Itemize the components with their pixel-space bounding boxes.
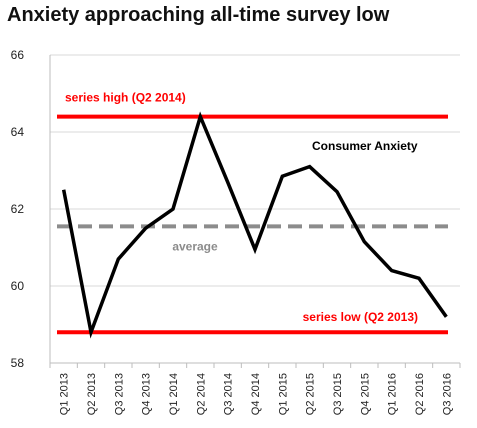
y-tick-label: 64 <box>11 125 25 139</box>
x-tick-label: Q4 2015 <box>359 373 371 415</box>
x-tick-label: Q2 2013 <box>86 373 98 415</box>
x-tick-label: Q2 2016 <box>414 373 426 415</box>
y-tick-label: 58 <box>11 356 25 370</box>
x-tick-label: Q4 2013 <box>141 373 153 415</box>
x-tick-label: Q3 2015 <box>332 373 344 415</box>
chart-labels: series high (Q2 2014) series low (Q2 2013… <box>65 91 418 325</box>
series-lines <box>61 111 448 339</box>
x-tick-label: Q3 2014 <box>223 373 235 415</box>
x-axis: Q1 2013 Q2 2013 Q3 2013 Q4 2013 Q1 2014 Q2 20… <box>49 362 461 415</box>
x-tick-label: Q1 2016 <box>387 373 399 415</box>
x-tick-label: Q2 2015 <box>305 373 317 415</box>
x-tick-label: Q3 2013 <box>113 373 125 415</box>
y-axis: 58 60 62 64 66 <box>11 48 51 370</box>
x-tick-label: Q1 2014 <box>168 373 180 415</box>
x-tick-label: Q3 2016 <box>441 373 453 415</box>
y-tick-label: 66 <box>11 48 25 62</box>
reference-line-label: series high (Q2 2014) <box>65 91 186 105</box>
gridlines <box>50 54 460 287</box>
series-line <box>61 111 448 339</box>
y-tick-label: 62 <box>11 202 25 216</box>
x-tick-label: Q1 2013 <box>59 373 71 415</box>
y-tick-label: 60 <box>11 279 25 293</box>
series-label: Consumer Anxiety <box>312 139 418 153</box>
reference-line-label: series low (Q2 2013) <box>303 310 418 324</box>
chart-title: Anxiety approaching all-time survey low <box>7 4 390 26</box>
x-tick-label: Q1 2015 <box>277 373 289 415</box>
x-tick-label: Q4 2014 <box>250 373 262 415</box>
x-tick-label: Q2 2014 <box>195 373 207 415</box>
reference-lines <box>57 114 448 335</box>
reference-line-label: average <box>172 239 218 253</box>
